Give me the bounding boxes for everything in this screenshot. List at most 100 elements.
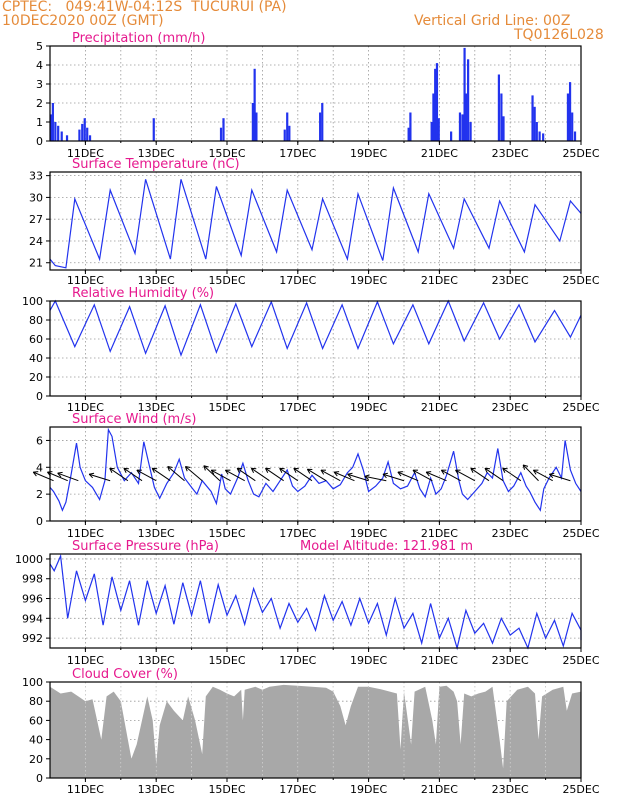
wind-vector <box>136 469 157 482</box>
x-tick-label: 15DEC <box>208 274 245 287</box>
wind-vector-head <box>32 471 37 477</box>
wind-vector-head <box>203 465 209 468</box>
wind-vector-head <box>89 472 95 475</box>
precipitation-bar <box>542 133 545 141</box>
precipitation-bar <box>283 129 286 141</box>
wind-vector <box>293 467 313 482</box>
precipitation-bar <box>51 103 54 141</box>
x-tick-label: 11DEC <box>67 654 104 667</box>
x-tick-label: 17DEC <box>279 783 316 796</box>
wind-vector-head <box>549 473 554 479</box>
x-tick-label: 19DEC <box>350 527 387 540</box>
wind-vector <box>47 471 68 482</box>
wind-vector-head <box>320 469 325 475</box>
precipitation-bar <box>57 125 60 141</box>
precipitation-bar <box>497 74 501 141</box>
y-tick-label: 4 <box>36 59 43 72</box>
precipitation-bar <box>435 63 439 141</box>
y-tick-label: 992 <box>22 632 43 645</box>
y-tick-label: 0 <box>36 135 43 148</box>
y-tick-label: 994 <box>22 612 43 625</box>
wind-vector <box>382 473 405 482</box>
precipitation-bar <box>251 103 254 141</box>
x-tick-label: 19DEC <box>350 783 387 796</box>
wind-vector-head <box>184 466 188 472</box>
precipitation-bar <box>566 93 570 141</box>
wind-vector <box>123 467 143 482</box>
y-tick-label: 40 <box>29 352 43 365</box>
precipitation-bar <box>467 59 470 141</box>
wind-speed-series <box>49 427 582 512</box>
precipitation-bar <box>288 125 291 141</box>
x-tick-label: 15DEC <box>208 783 245 796</box>
wind-vector <box>185 466 203 482</box>
y-tick-label: 20 <box>29 753 43 766</box>
wind-vector-head <box>224 469 229 475</box>
wind-vector-head <box>397 471 402 477</box>
y-tick-label: 4 <box>36 461 43 474</box>
x-tick-label: 13DEC <box>138 401 175 414</box>
x-tick-label: 13DEC <box>138 274 175 287</box>
model-altitude-annotation: Model Altitude: 121.981 m <box>300 539 473 554</box>
x-tick-label: 21DEC <box>421 527 458 540</box>
x-tick-label: 19DEC <box>350 274 387 287</box>
precipitation-bar <box>463 47 466 141</box>
wind-vector <box>426 471 447 482</box>
y-tick-label: 60 <box>29 333 43 346</box>
wind-vector <box>549 473 571 482</box>
wind-vector-head <box>279 468 283 473</box>
precipitation-bar <box>152 118 155 141</box>
x-tick-label: 23DEC <box>492 401 529 414</box>
x-tick-label: 23DEC <box>492 274 529 287</box>
wind-vector <box>455 469 476 482</box>
y-tick-label: 60 <box>29 714 43 727</box>
wind-vector <box>225 469 245 482</box>
precipitation-bar <box>434 68 437 141</box>
wind-vector-head <box>522 464 526 470</box>
wind-vector-head <box>364 474 370 477</box>
panel-frame <box>49 681 582 779</box>
header-model-code: TQ0126L028 <box>514 27 604 43</box>
y-tick-label: 80 <box>29 695 43 708</box>
precipitation-bar <box>65 135 69 141</box>
wind-vector-head <box>109 468 113 473</box>
wind-vector-head <box>123 468 127 473</box>
y-tick-label: 1000 <box>15 553 43 566</box>
wind-vector-head <box>532 469 537 475</box>
y-tick-label: 24 <box>29 235 43 248</box>
precipitation-bar <box>464 93 468 141</box>
panel-frame <box>49 300 582 397</box>
x-tick-label: 19DEC <box>350 147 387 160</box>
y-tick-label: 0 <box>36 772 43 785</box>
title-pressure: Surface Pressure (hPa) <box>72 539 219 554</box>
precipitation-bar <box>571 112 574 141</box>
wind-vector <box>470 467 490 482</box>
wind-vector-head <box>412 469 417 475</box>
x-tick-label: 11DEC <box>67 783 104 796</box>
wind-vector <box>397 471 419 482</box>
wind-vector-head <box>203 465 206 471</box>
wind-vector-head <box>265 468 269 473</box>
wind-vector-head <box>333 471 338 477</box>
wind-vector-head <box>167 466 173 469</box>
wind-vector <box>320 469 341 482</box>
y-tick-label: 100 <box>22 295 43 308</box>
y-tick-label: 2 <box>36 97 43 110</box>
wind-vector-head <box>210 469 215 475</box>
title-wind: Surface Wind (m/s) <box>72 412 196 427</box>
x-tick-label: 21DEC <box>421 654 458 667</box>
x-tick-label: 21DEC <box>421 274 458 287</box>
precipitation-bar <box>88 135 92 141</box>
wind-vector-head <box>382 472 388 475</box>
precipitation-bar <box>54 122 57 141</box>
precipitation-bar <box>409 112 412 141</box>
x-tick-label: 15DEC <box>208 527 245 540</box>
panel-frame <box>49 171 582 271</box>
precipitation-bar <box>461 114 464 141</box>
precipitation-bar <box>81 123 84 141</box>
wind-vector <box>412 469 433 482</box>
title-temperature: Surface Temperature (nC) <box>72 157 240 172</box>
wind-vector-head <box>347 472 353 475</box>
x-tick-label: 13DEC <box>138 527 175 540</box>
